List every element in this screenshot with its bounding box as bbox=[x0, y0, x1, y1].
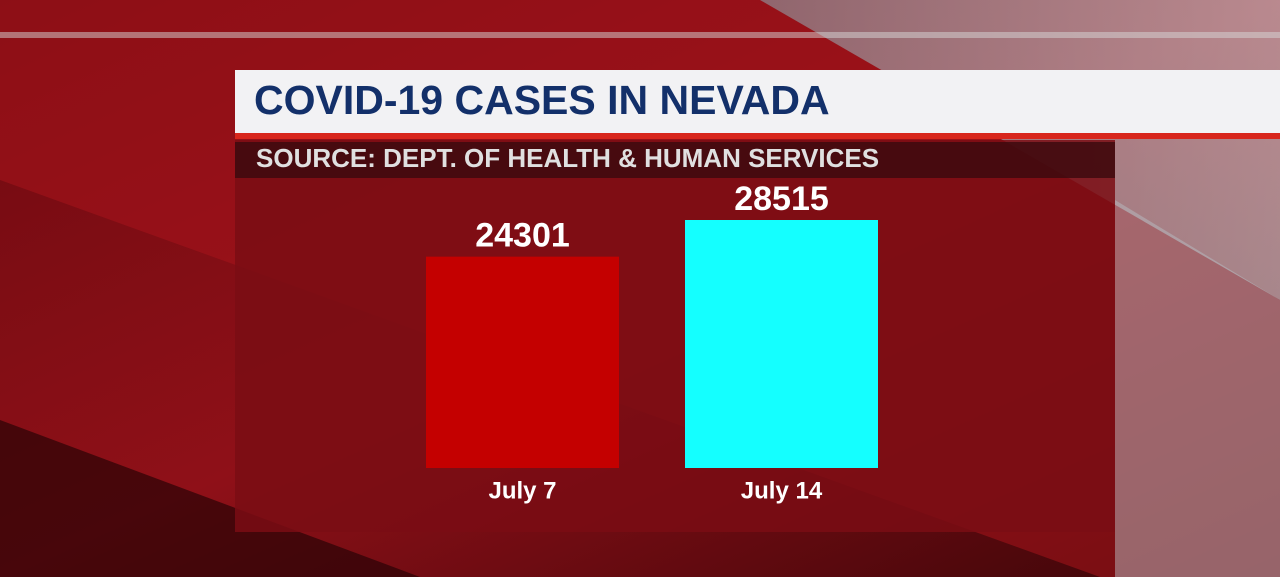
background-stripe bbox=[1115, 200, 1280, 577]
chart-subtitle: SOURCE: DEPT. OF HEALTH & HUMAN SERVICES bbox=[256, 143, 879, 173]
title-rule bbox=[235, 133, 1280, 139]
background-line bbox=[0, 32, 1280, 38]
value-label: 28515 bbox=[734, 180, 829, 218]
bar bbox=[426, 256, 619, 468]
title-band bbox=[235, 70, 1280, 133]
x-tick-label: July 14 bbox=[741, 477, 823, 504]
x-tick-label: July 7 bbox=[488, 477, 556, 504]
background-stripe bbox=[0, 420, 420, 577]
subtitle-band bbox=[235, 142, 1115, 178]
chart-title: COVID-19 CASES IN NEVADA bbox=[254, 77, 830, 123]
value-label: 24301 bbox=[475, 217, 570, 255]
bar bbox=[685, 220, 878, 468]
chart-panel bbox=[235, 140, 1115, 532]
